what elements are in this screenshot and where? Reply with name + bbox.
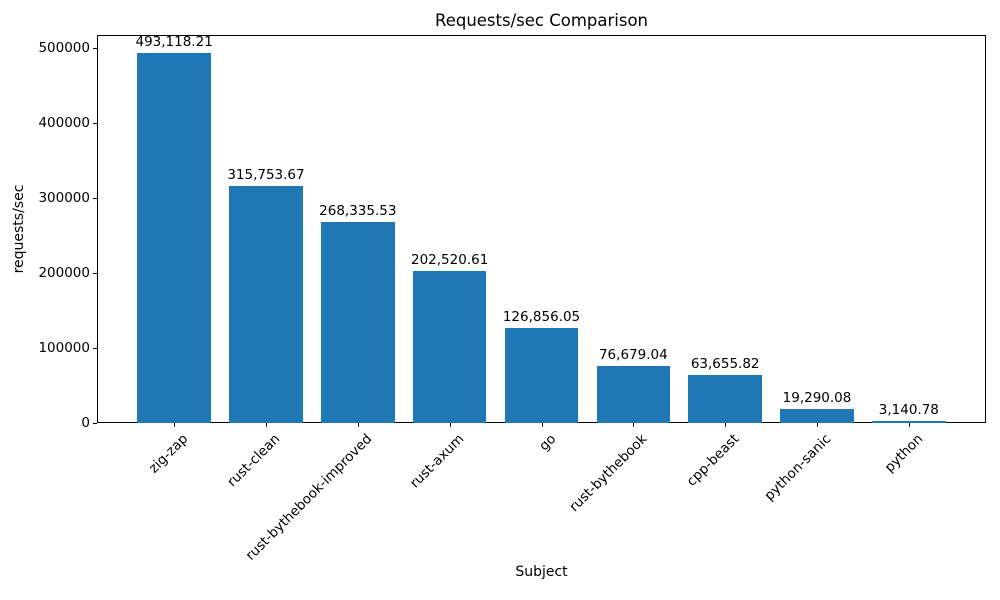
y-tick-mark (93, 348, 97, 350)
x-tick-mark (449, 423, 451, 427)
bar (596, 365, 671, 423)
bar-value-label: 76,679.04 (598, 346, 668, 363)
bar (321, 221, 395, 423)
x-tick-mark (817, 423, 819, 427)
bar (688, 375, 762, 423)
x-tick-mark (725, 423, 727, 427)
x-tick-mark (908, 423, 910, 427)
x-tick-mark (357, 423, 359, 427)
bar-value-label: 63,655.82 (690, 356, 760, 373)
bar (504, 327, 579, 423)
y-tick-label: 0 (81, 414, 90, 431)
bar (137, 53, 211, 423)
y-tick-label: 500000 (38, 39, 90, 56)
bar (872, 420, 946, 423)
bar-value-label: 202,520.61 (411, 252, 489, 269)
bar-value-label: 19,290.08 (782, 389, 852, 406)
x-tick-mark (265, 423, 267, 427)
chart-title: Requests/sec Comparison (434, 11, 649, 30)
x-tick-mark (633, 423, 635, 427)
y-tick-mark (93, 273, 97, 275)
y-tick-mark (93, 423, 97, 424)
y-tick-mark (93, 123, 97, 125)
bar (780, 408, 854, 423)
bar-value-label: 493,118.21 (135, 34, 213, 51)
bar (412, 271, 487, 423)
x-axis-label: Subject (515, 564, 568, 580)
y-tick-label: 100000 (38, 339, 90, 356)
x-tick-mark (174, 423, 176, 427)
bar (229, 186, 303, 423)
bar-value-label: 3,140.78 (878, 401, 939, 418)
x-tick-mark (541, 423, 543, 427)
y-tick-mark (93, 198, 97, 200)
bar-value-label: 315,753.67 (227, 167, 305, 184)
y-tick-label: 400000 (38, 114, 90, 131)
bar-value-label: 126,856.05 (502, 308, 581, 325)
y-tick-mark (93, 48, 97, 50)
bar-value-label: 268,335.53 (319, 202, 397, 219)
y-tick-label: 200000 (38, 264, 90, 281)
y-tick-label: 300000 (38, 189, 90, 206)
